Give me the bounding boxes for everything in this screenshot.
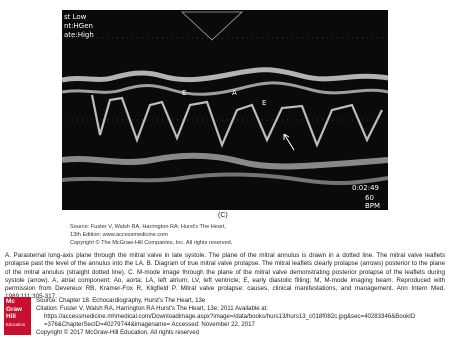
logo-text: Hill xyxy=(6,313,16,321)
overlay-text: ate:High xyxy=(64,31,94,39)
wave-label: E xyxy=(262,99,266,107)
figure-copyright: Copyright © The McGraw-Hill Companies, I… xyxy=(70,240,233,246)
logo: Mc Graw Hill Education xyxy=(4,297,31,335)
sector-icon xyxy=(180,11,244,41)
wave-label: A xyxy=(232,89,237,97)
wave-label: E xyxy=(182,89,186,97)
citation-text: Citation: Fuster V, Walsh RA, Harrington… xyxy=(36,305,269,312)
citation-copyright: Copyright © 2017 McGraw-Hill Education. … xyxy=(36,329,199,336)
logo-text: Graw xyxy=(6,305,22,313)
caption: A. Parasternal long-axis plane through t… xyxy=(5,252,445,300)
overlay-text: nt:HGen xyxy=(64,22,93,30)
citation-source: Source: Chapter 18. Echocardiography, Hu… xyxy=(36,297,206,304)
arrow xyxy=(283,133,295,151)
heart-rate-unit: BPM xyxy=(365,202,380,210)
citation-block: Source: Chapter 18. Echocardiography, Hu… xyxy=(36,297,446,337)
panel-label: (C) xyxy=(218,212,228,219)
figure-source: Source: Fuster V, Walsh RA, Harrington R… xyxy=(70,224,226,239)
citation-url: https://accessmedicine.mhmedical.com/Dow… xyxy=(44,313,416,320)
logo-text: Mc xyxy=(6,298,15,305)
timer: 0:02:49 xyxy=(352,184,379,192)
logo-text: Education xyxy=(6,321,26,327)
m-mode-image: st Low nt:HGen ate:High E A E 0:02:49 60… xyxy=(62,10,388,210)
heart-rate: 60 xyxy=(365,194,374,202)
overlay-text: st Low xyxy=(64,13,87,21)
citation-url: =376&ChapterSecID=40279744&imagename= Ac… xyxy=(44,321,255,328)
source-line: Source: Fuster V, Walsh RA, Harrington R… xyxy=(70,224,226,230)
echo-traces xyxy=(62,67,388,186)
source-line: 13th Edition: www.accessmedicine.com xyxy=(70,231,168,238)
